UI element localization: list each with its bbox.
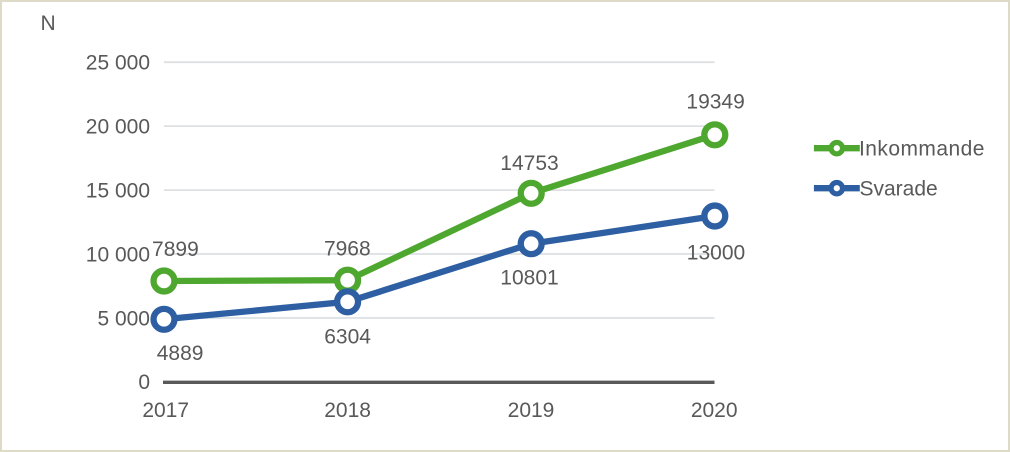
svg-text:2017: 2017 xyxy=(142,399,189,422)
svg-text:0: 0 xyxy=(138,371,150,394)
svg-text:10801: 10801 xyxy=(500,267,558,290)
svg-text:2018: 2018 xyxy=(324,399,371,422)
svg-text:N: N xyxy=(41,12,56,35)
svg-text:7968: 7968 xyxy=(324,237,371,260)
svg-text:19349: 19349 xyxy=(686,91,744,114)
svg-text:13000: 13000 xyxy=(687,242,745,265)
svg-text:15 000: 15 000 xyxy=(86,180,150,203)
svg-text:Svarade: Svarade xyxy=(860,178,938,201)
svg-text:2020: 2020 xyxy=(691,399,738,422)
svg-text:6304: 6304 xyxy=(324,326,371,349)
svg-text:7899: 7899 xyxy=(152,238,199,261)
svg-text:25 000: 25 000 xyxy=(86,52,150,75)
svg-text:4889: 4889 xyxy=(157,342,204,365)
svg-text:10 000: 10 000 xyxy=(86,244,150,267)
svg-text:2019: 2019 xyxy=(508,399,555,422)
svg-text:Inkommande: Inkommande xyxy=(859,137,985,160)
svg-text:20 000: 20 000 xyxy=(86,116,150,139)
svg-text:14753: 14753 xyxy=(500,152,558,175)
svg-text:5 000: 5 000 xyxy=(97,308,150,331)
